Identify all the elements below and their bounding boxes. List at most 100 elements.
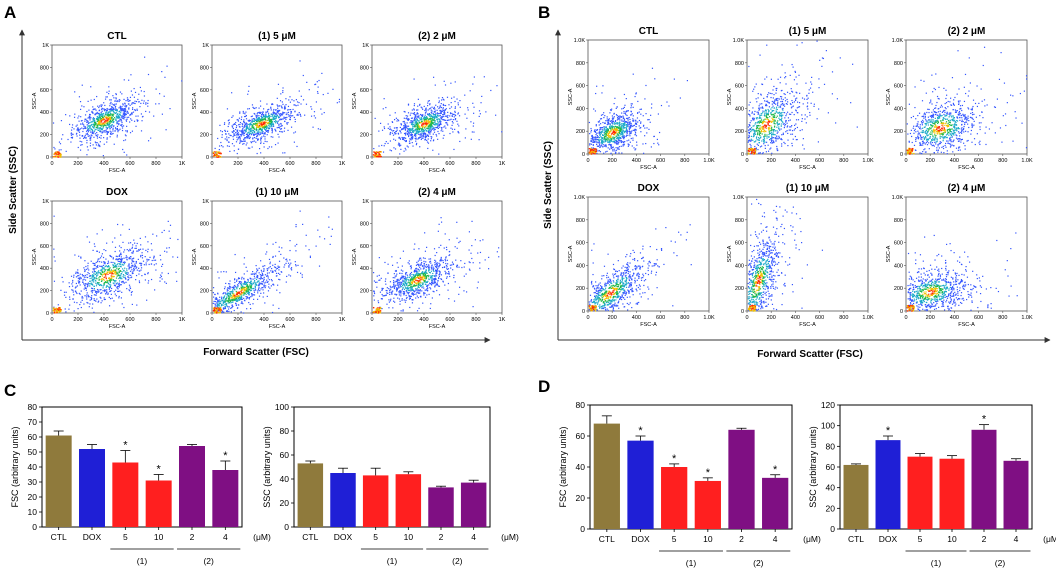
event-point: [256, 122, 258, 124]
event-point: [264, 138, 266, 140]
event-point: [263, 279, 265, 281]
event-point: [412, 131, 414, 133]
event-point: [289, 118, 291, 121]
event-point: [134, 100, 136, 102]
event-point: [438, 266, 440, 268]
event-point: [265, 124, 267, 126]
event-point: [96, 250, 98, 252]
event-point: [405, 287, 407, 289]
event-point: [85, 127, 87, 129]
event-point: [237, 307, 239, 309]
event-point: [270, 119, 272, 121]
event-point: [421, 130, 423, 132]
event-point: [94, 290, 97, 292]
event-point: [257, 290, 259, 292]
event-point: [119, 99, 121, 101]
event-point: [431, 122, 434, 124]
event-point: [250, 124, 252, 126]
event-point: [431, 124, 433, 127]
event-point: [439, 126, 441, 128]
event-point: [287, 113, 289, 116]
event-point: [408, 133, 410, 135]
event-point: [430, 111, 432, 113]
event-point: [418, 115, 420, 117]
debris-point: [213, 307, 216, 309]
event-point: [424, 109, 426, 112]
event-point: [167, 220, 169, 222]
event-point: [128, 250, 130, 252]
event-point: [106, 109, 108, 112]
event-point: [403, 282, 405, 284]
event-point: [96, 135, 98, 137]
y-tick-label: 200: [40, 133, 49, 139]
event-point: [94, 245, 96, 248]
event-point: [232, 136, 234, 138]
event-point: [136, 242, 138, 245]
event-point: [245, 298, 247, 300]
event-point: [428, 269, 430, 271]
event-point: [456, 98, 458, 100]
event-point: [241, 298, 244, 300]
event-point: [250, 134, 252, 136]
event-point: [62, 281, 64, 283]
event-point: [412, 137, 414, 139]
event-point: [116, 123, 118, 125]
event-point: [96, 278, 98, 280]
event-point: [102, 256, 105, 259]
event-point: [121, 278, 123, 280]
event-point: [385, 278, 387, 280]
event-point: [250, 283, 253, 285]
event-point: [235, 297, 237, 299]
event-point: [143, 264, 145, 266]
event-point: [289, 117, 291, 119]
event-point: [231, 301, 234, 303]
event-point: [434, 285, 436, 287]
event-point: [425, 271, 427, 273]
event-point: [84, 287, 87, 289]
event-point: [302, 99, 305, 101]
event-point: [246, 296, 248, 298]
event-point: [84, 279, 87, 281]
event-point: [426, 285, 428, 287]
event-point: [294, 120, 296, 123]
event-point: [126, 256, 128, 258]
event-point: [87, 125, 89, 127]
event-point: [451, 115, 453, 117]
event-point: [58, 141, 61, 143]
event-point: [231, 286, 233, 289]
event-point: [112, 104, 114, 106]
event-point: [130, 114, 132, 116]
event-point: [420, 273, 422, 275]
debris-point: [376, 155, 379, 158]
event-point: [220, 305, 223, 307]
event-point: [90, 121, 92, 123]
event-point: [108, 117, 110, 119]
event-point: [103, 298, 105, 301]
event-point: [414, 118, 416, 121]
event-point: [417, 115, 419, 117]
event-point: [120, 124, 122, 126]
event-point: [392, 307, 394, 309]
event-point: [310, 106, 312, 108]
event-point: [80, 290, 82, 292]
event-point: [261, 121, 263, 123]
event-point: [443, 113, 446, 115]
event-point: [113, 108, 115, 111]
event-point: [398, 281, 400, 284]
event-point: [99, 105, 101, 107]
event-point: [260, 269, 262, 271]
event-point: [444, 260, 447, 262]
event-point: [224, 286, 226, 288]
event-point: [99, 276, 101, 278]
event-point: [433, 248, 436, 250]
event-point: [121, 280, 123, 283]
debris-point: [56, 310, 59, 312]
event-point: [123, 261, 125, 263]
event-point: [430, 131, 432, 133]
event-point: [165, 129, 167, 131]
event-point: [104, 274, 107, 276]
event-point: [222, 298, 225, 300]
event-point: [305, 234, 307, 236]
debris-point: [219, 307, 222, 309]
